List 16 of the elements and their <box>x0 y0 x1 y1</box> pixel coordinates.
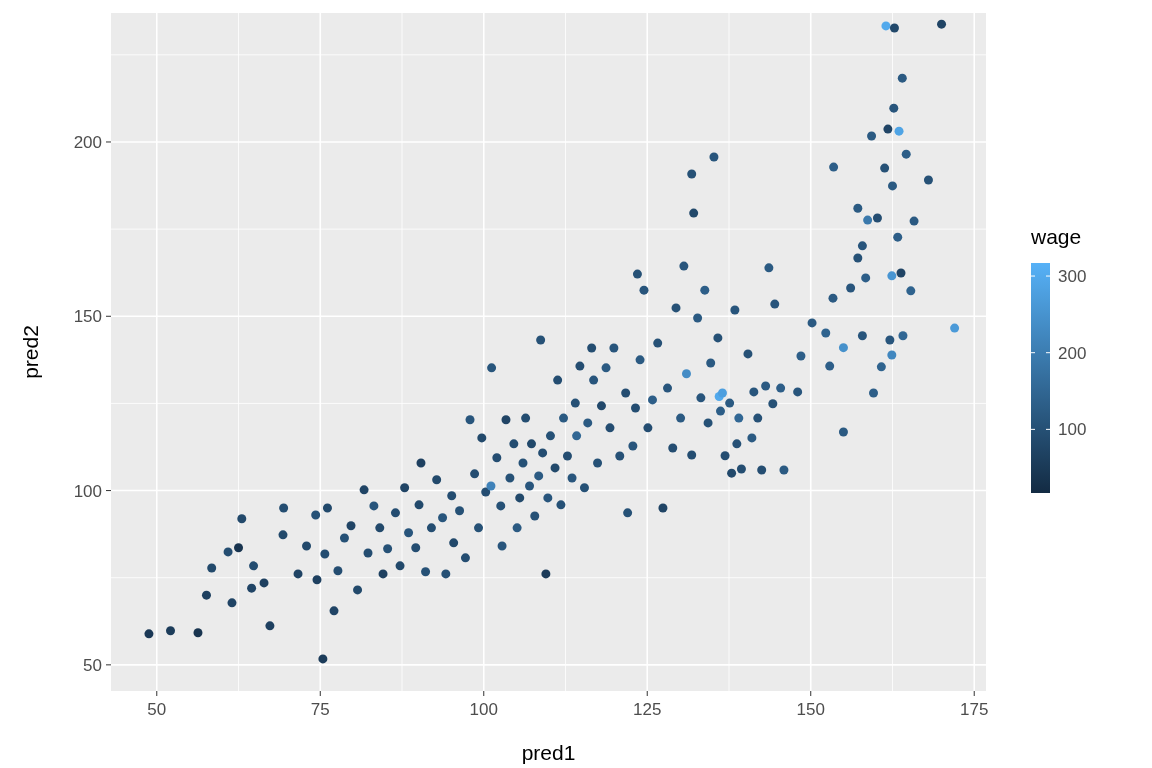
y-tick-label: 100 <box>73 481 102 501</box>
color-bar-title: wage <box>1030 225 1082 248</box>
color-bar-label: 200 <box>1058 343 1087 363</box>
x-tick-label: 175 <box>960 700 989 719</box>
x-tick-label: 75 <box>310 700 330 719</box>
y-tick-label: 150 <box>73 307 102 327</box>
x-tick-label: 150 <box>796 700 825 719</box>
color-bar-label: 300 <box>1058 266 1087 286</box>
x-tick-label: 50 <box>147 700 167 719</box>
y-tick-label: 200 <box>73 132 102 152</box>
color-bar-label: 100 <box>1058 420 1087 440</box>
y-tick-label: 50 <box>83 655 102 675</box>
y-axis-title: pred2 <box>19 325 42 379</box>
x-tick-label: 125 <box>633 700 662 719</box>
x-tick-label: 100 <box>469 700 498 719</box>
x-axis-title: pred1 <box>521 741 576 764</box>
